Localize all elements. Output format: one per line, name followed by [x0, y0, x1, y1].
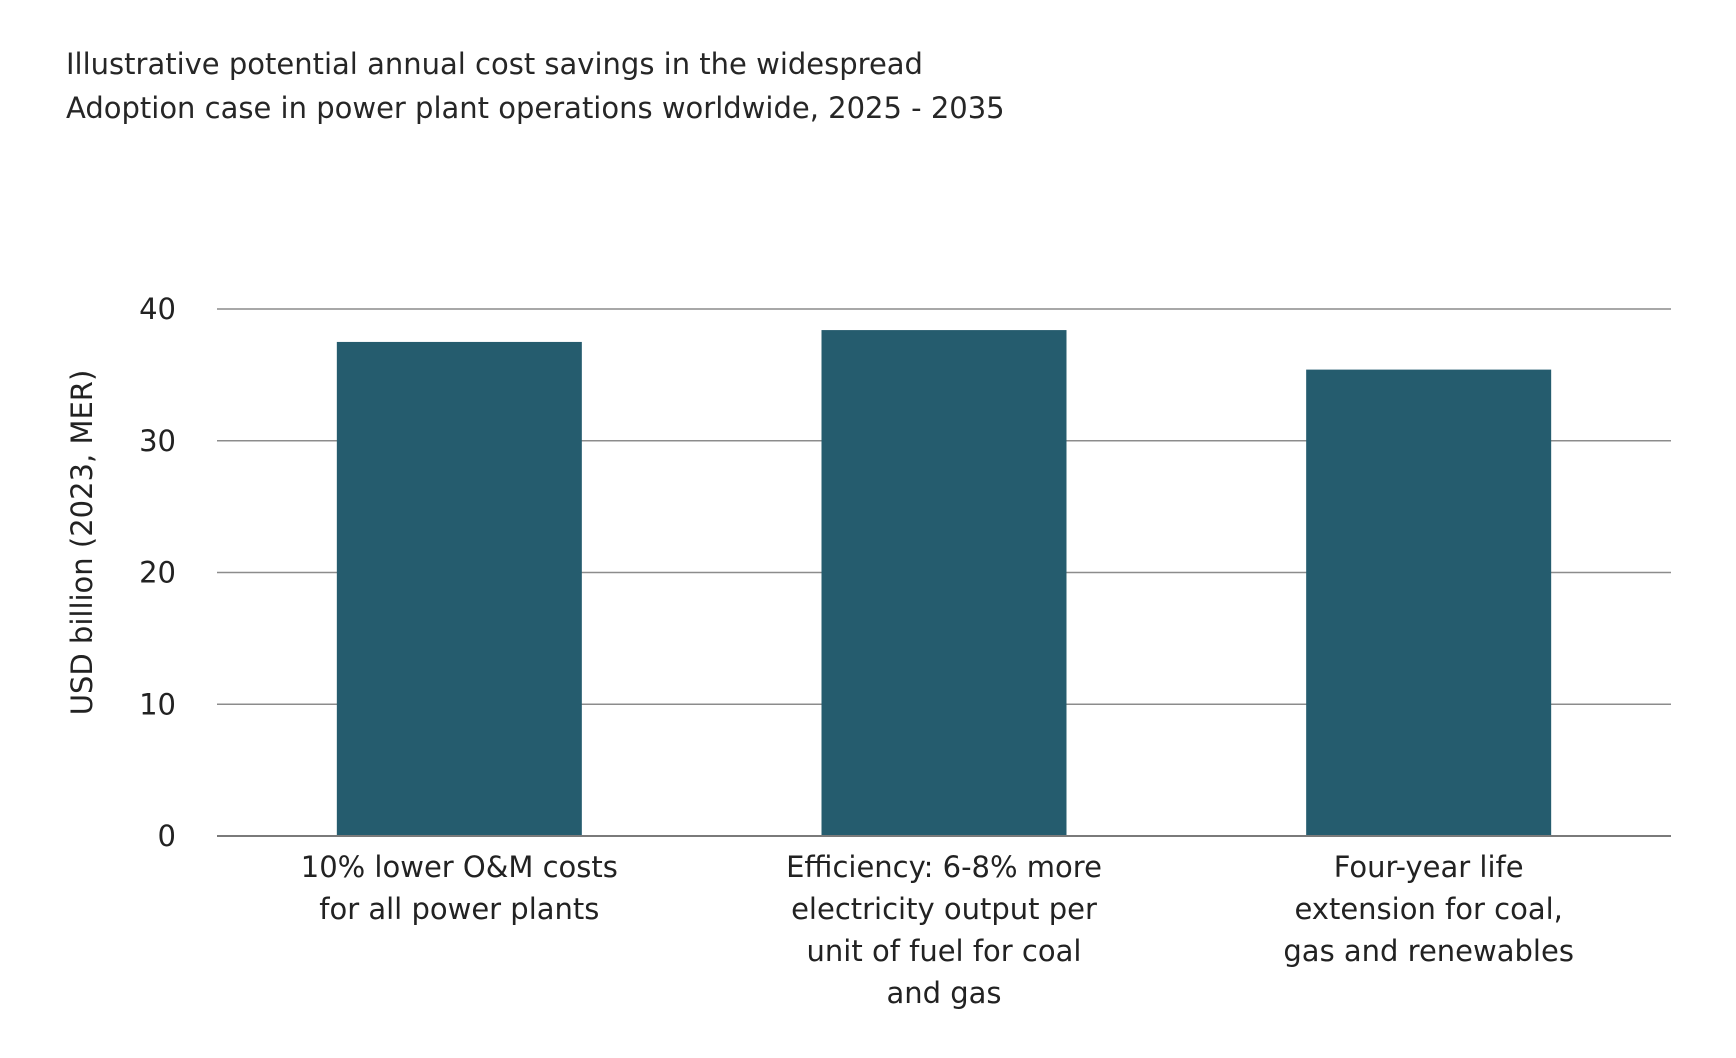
x-category-label-2: Efficiency: 6-8% more electricity output … [786, 850, 1102, 1010]
x-category-label-1: 10% lower O&M costs for all power plants [301, 850, 618, 926]
chart-title-line-2: Adoption case in power plant operations … [66, 91, 1005, 125]
y-tick-label-10: 10 [139, 687, 176, 721]
bar-1 [336, 341, 582, 836]
chart-title-line-1: Illustrative potential annual cost savin… [66, 47, 923, 81]
bar-2 [821, 330, 1067, 836]
y-tick-label-0: 0 [158, 819, 176, 853]
x-category-label-line: electricity output per [791, 892, 1097, 926]
y-tick-label-40: 40 [139, 292, 176, 326]
x-category-label-line: for all power plants [319, 892, 599, 926]
bar-3 [1306, 369, 1552, 836]
y-tick-label-30: 30 [139, 424, 176, 458]
chart-title: Illustrative potential annual cost savin… [66, 42, 1166, 130]
y-axis-title: USD billion (2023, MER) [65, 370, 99, 716]
x-category-label-line: Four-year life [1334, 850, 1524, 884]
x-category-label-line: Efficiency: 6-8% more [786, 850, 1102, 884]
axis-labels: 0 10 20 30 40 10% lower O&M costs for all powe… [65, 292, 1574, 1010]
x-category-label-line: extension for coal, [1294, 892, 1562, 926]
x-category-label-line: and gas [886, 976, 1001, 1010]
x-category-label-3: Four-year life extension for coal, gas and… [1283, 850, 1574, 968]
bars [336, 330, 1552, 836]
x-category-label-line: gas and renewables [1283, 934, 1574, 968]
y-tick-label-20: 20 [139, 556, 176, 590]
x-category-label-line: unit of fuel for coal [807, 934, 1082, 968]
x-category-label-line: 10% lower O&M costs [301, 850, 618, 884]
